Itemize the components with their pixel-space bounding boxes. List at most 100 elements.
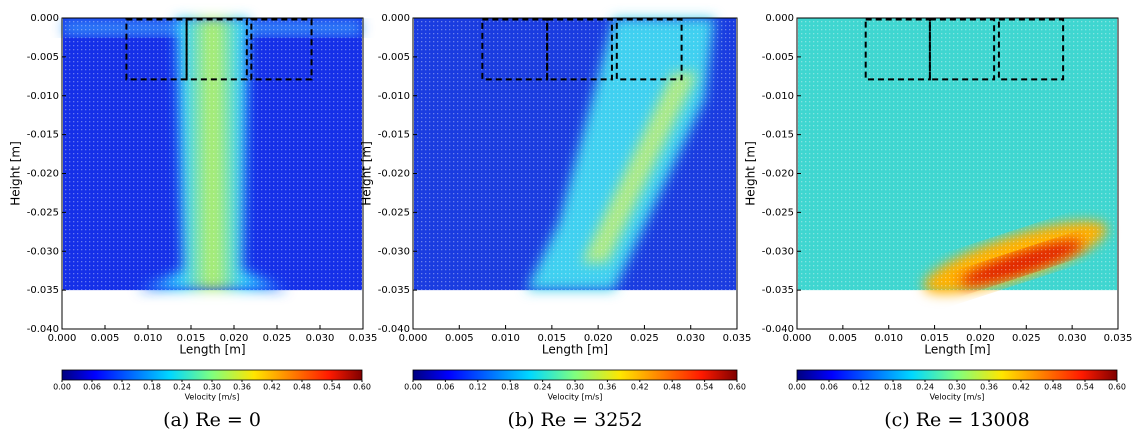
x-tick-label: 0.010 [134, 333, 163, 344]
y-tick-label: -0.040 [378, 324, 410, 335]
y-tick-label: -0.035 [762, 285, 794, 296]
y-tick-label: 0.000 [381, 13, 410, 24]
colorbar-label: Velocity [m/s] [930, 393, 985, 402]
colorbar-tick-label: 0.24 [173, 383, 191, 392]
x-tick-label: 0.000 [399, 333, 428, 344]
y-tick-label: -0.035 [27, 285, 59, 296]
colorbar-tick-label: 0.60 [1108, 383, 1126, 392]
y-tick-label: -0.020 [762, 169, 794, 180]
colorbar-label: Velocity [m/s] [185, 393, 240, 402]
colorbar-tick-label: 0.54 [696, 383, 714, 392]
x-tick-label: 0.005 [91, 333, 120, 344]
y-tick-label: -0.010 [378, 91, 410, 102]
roi-box [250, 18, 313, 81]
colorbar-tick-label: 0.42 [631, 383, 649, 392]
x-tick-label: 0.030 [306, 333, 335, 344]
roi-box [864, 18, 931, 81]
colorbar-tick-label: 0.00 [53, 383, 71, 392]
y-tick-label: 0.000 [765, 13, 794, 24]
y-tick-label: -0.025 [378, 207, 410, 218]
caption: (b) Re = 3252 [508, 409, 643, 431]
panel: 0.000 0.005 0.010 0.015 0.020 0.025 0.030 0.035… [360, 13, 752, 431]
y-axis-label: Height [m] [744, 141, 758, 206]
colorbar-tick-label: 0.06 [436, 383, 454, 392]
y-tick-label: -0.040 [27, 324, 59, 335]
panel: 0.000 0.005 0.010 0.015 0.020 0.025 0.030 0.035… [9, 13, 378, 431]
y-axis-label: Height [m] [9, 141, 23, 206]
colorbar-tick-label: 0.00 [404, 383, 422, 392]
vector-texture [414, 18, 736, 291]
x-tick-label: 0.025 [263, 333, 292, 344]
x-tick-label: 0.035 [349, 333, 378, 344]
roi-box [997, 18, 1065, 81]
colorbar-tick-label: 0.48 [1044, 383, 1062, 392]
colorbar-tick-label: 0.60 [353, 383, 371, 392]
colorbar-tick-label: 0.24 [534, 383, 552, 392]
colorbar-tick-label: 0.12 [469, 383, 487, 392]
colorbar [61, 369, 363, 381]
y-tick-label: -0.005 [27, 52, 59, 63]
x-axis-label: Length [m] [179, 343, 245, 357]
x-tick-label: 0.015 [177, 333, 206, 344]
colorbar-tick-label: 0.42 [1012, 383, 1030, 392]
y-tick-label: -0.015 [762, 130, 794, 141]
colorbar-tick-label: 0.18 [143, 383, 161, 392]
colorbar-tick-label: 0.54 [323, 383, 341, 392]
colorbar-tick-label: 0.12 [852, 383, 870, 392]
colorbar-tick-label: 0.06 [83, 383, 101, 392]
x-tick-label: 0.030 [1058, 333, 1087, 344]
colorbar-tick-label: 0.06 [820, 383, 838, 392]
colorbar-label: Velocity [m/s] [548, 393, 603, 402]
colorbar-tick-label: 0.48 [663, 383, 681, 392]
roi-box [928, 18, 996, 81]
y-tick-label: -0.030 [378, 246, 410, 257]
colorbar-tick-label: 0.30 [203, 383, 221, 392]
colorbar-tick-label: 0.30 [566, 383, 584, 392]
colorbar-tick-label: 0.18 [501, 383, 519, 392]
colorbar-tick-label: 0.60 [728, 383, 746, 392]
y-tick-label: 0.000 [30, 13, 59, 24]
y-tick-label: -0.010 [27, 91, 59, 102]
x-tick-label: 0.030 [676, 333, 705, 344]
x-tick-label: 0.020 [966, 333, 995, 344]
colorbar-tick-label: 0.36 [233, 383, 251, 392]
colorbar-tick-label: 0.36 [598, 383, 616, 392]
x-tick-label: 0.015 [920, 333, 949, 344]
y-tick-label: -0.020 [27, 169, 59, 180]
x-tick-label: 0.000 [48, 333, 77, 344]
colorbar-tick-label: 0.30 [948, 383, 966, 392]
x-tick-label: 0.000 [783, 333, 812, 344]
x-tick-label: 0.005 [445, 333, 474, 344]
colorbar-tick-label: 0.48 [293, 383, 311, 392]
y-tick-label: -0.025 [27, 207, 59, 218]
y-tick-label: -0.030 [27, 246, 59, 257]
x-axis-label: Length [m] [542, 343, 608, 357]
x-axis-label: Length [m] [924, 343, 990, 357]
vector-texture [63, 18, 362, 291]
y-tick-label: -0.035 [378, 285, 410, 296]
colorbar-tick-label: 0.36 [980, 383, 998, 392]
roi-box [546, 18, 613, 81]
x-tick-label: 0.015 [538, 333, 567, 344]
colorbar-tick-label: 0.18 [884, 383, 902, 392]
vector-texture [798, 18, 1117, 291]
roi-box [481, 18, 549, 81]
x-tick-label: 0.035 [1104, 333, 1133, 344]
y-tick-label: -0.015 [378, 130, 410, 141]
x-tick-label: 0.010 [491, 333, 520, 344]
y-tick-label: -0.030 [762, 246, 794, 257]
roi-box [185, 18, 248, 81]
y-axis-label: Height [m] [360, 141, 374, 206]
colorbar [412, 369, 738, 381]
y-tick-label: -0.015 [27, 130, 59, 141]
x-tick-label: 0.005 [829, 333, 858, 344]
caption: (a) Re = 0 [163, 409, 261, 431]
roi-box [615, 18, 683, 81]
caption: (c) Re = 13008 [884, 409, 1030, 431]
x-tick-label: 0.025 [630, 333, 659, 344]
x-tick-label: 0.035 [723, 333, 752, 344]
y-tick-label: -0.025 [762, 207, 794, 218]
colorbar-tick-label: 0.42 [263, 383, 281, 392]
x-tick-label: 0.010 [874, 333, 903, 344]
